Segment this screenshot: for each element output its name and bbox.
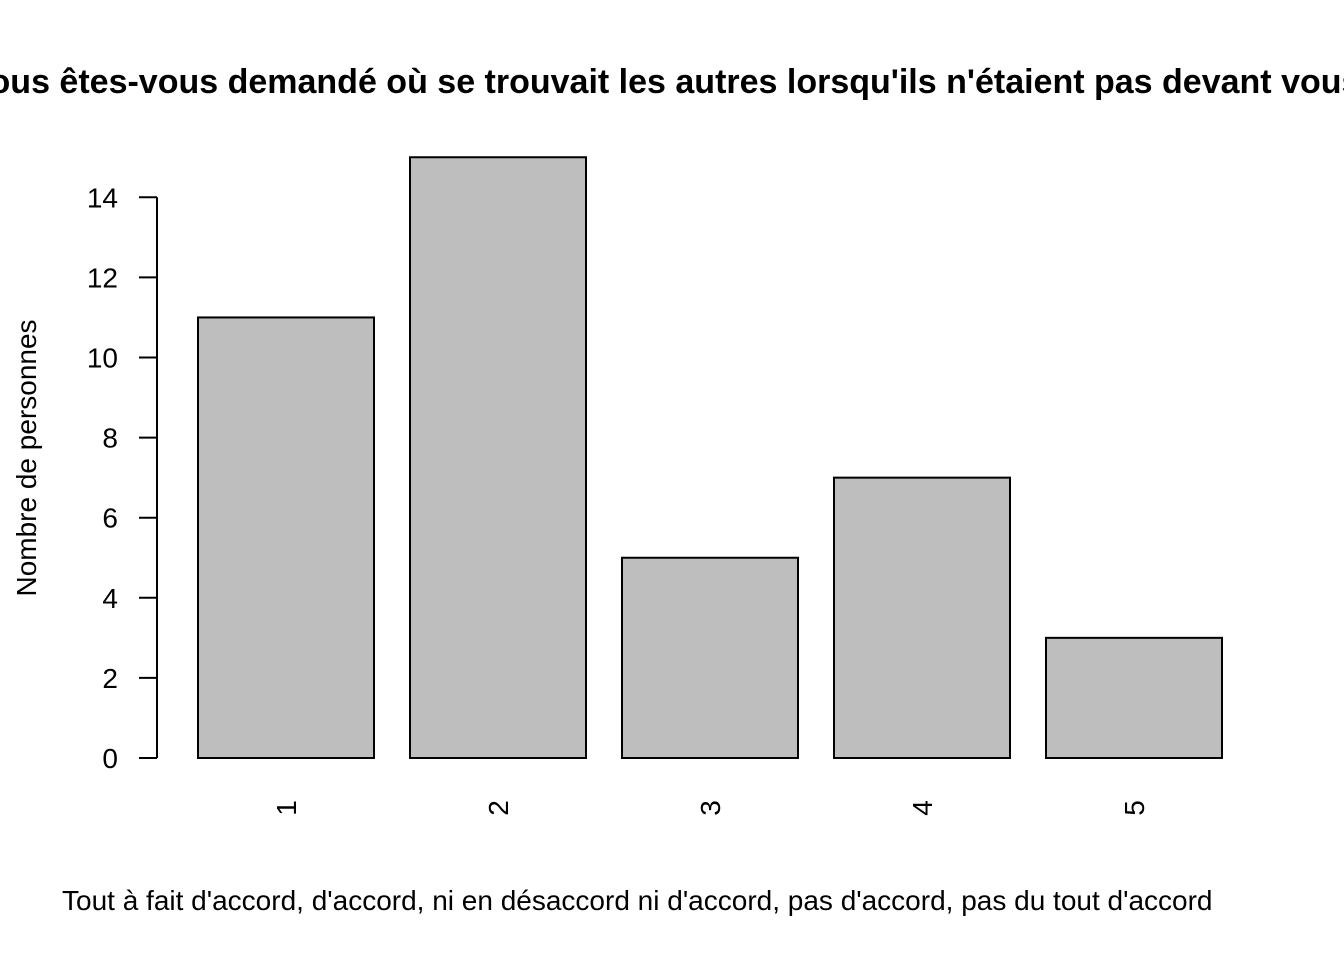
bar-2 [409,156,587,759]
y-tick-label-6: 6 [102,503,118,534]
bar-5 [1045,636,1223,759]
bar-1 [197,316,375,759]
x-tick-label-1: 1 [271,800,302,816]
y-axis-label: Nombre de personnes [11,319,42,596]
bar-3 [621,556,799,759]
x-tick-label-2: 2 [483,800,514,816]
chart-title: Vous êtes-vous demandé où se trouvait le… [0,63,1344,101]
y-tick-label-10: 10 [87,343,118,374]
y-tick-label-0: 0 [102,743,118,774]
y-tick-label-8: 8 [102,423,118,454]
y-axis: 0 2 4 6 8 10 12 14 [87,182,158,774]
y-tick-label-12: 12 [87,262,118,293]
bars-group [197,156,1223,759]
y-tick-label-2: 2 [102,663,118,694]
y-tick-label-4: 4 [102,583,118,614]
x-axis-label: Tout à fait d'accord, d'accord, ni en dé… [62,885,1213,916]
x-tick-label-3: 3 [695,800,726,816]
x-axis: 1 2 3 4 5 [271,800,1150,816]
x-tick-label-5: 5 [1119,800,1150,816]
y-tick-label-14: 14 [87,182,118,213]
bar-4 [833,476,1011,759]
x-tick-label-4: 4 [907,800,938,816]
